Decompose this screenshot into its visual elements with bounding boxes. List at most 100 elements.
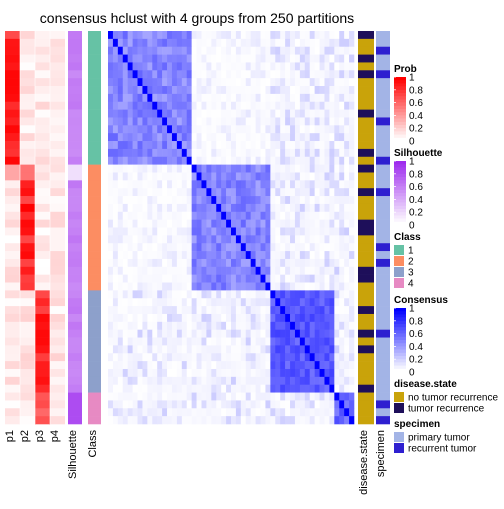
- consensus-cell: [186, 54, 192, 63]
- consensus-cell: [290, 243, 296, 252]
- consensus-cell: [250, 274, 256, 283]
- consensus-cell: [314, 38, 320, 48]
- consensus-cell: [196, 93, 202, 103]
- consensus-cell: [117, 101, 124, 110]
- consensus-cell: [240, 62, 247, 71]
- consensus-cell: [299, 313, 306, 323]
- consensus-cell: [157, 78, 163, 87]
- consensus-cell: [275, 227, 281, 236]
- consensus-cell: [349, 125, 355, 134]
- specimen-cell: [376, 109, 390, 118]
- consensus-cell: [231, 125, 237, 134]
- consensus-cell: [191, 408, 197, 417]
- consensus-cell: [122, 180, 128, 189]
- prob-cell: [35, 172, 50, 181]
- consensus-cell: [235, 86, 242, 95]
- consensus-cell: [127, 368, 133, 378]
- consensus-cell: [181, 101, 188, 110]
- consensus-cell: [157, 384, 163, 393]
- consensus-cell: [132, 243, 138, 252]
- consensus-cell: [349, 384, 355, 393]
- consensus-cell: [304, 219, 311, 228]
- disease-state-cell: [358, 329, 374, 338]
- disease-state-cell: [358, 109, 374, 118]
- consensus-cell: [157, 70, 163, 79]
- consensus-cell: [231, 227, 237, 236]
- consensus-cell: [112, 31, 119, 40]
- consensus-cell: [245, 203, 251, 213]
- consensus-cell: [280, 243, 286, 252]
- consensus-cell: [147, 321, 153, 330]
- consensus-cell: [299, 188, 306, 197]
- consensus-cell: [211, 227, 217, 236]
- consensus-cell: [255, 243, 261, 252]
- prob-cell: [20, 282, 35, 291]
- consensus-cell: [162, 38, 168, 48]
- consensus-cell: [250, 290, 256, 299]
- consensus-cell: [280, 258, 286, 268]
- consensus-cell: [255, 321, 261, 330]
- consensus-cell: [181, 266, 188, 275]
- consensus-cell: [304, 384, 311, 393]
- consensus-cell: [270, 251, 276, 260]
- consensus-cell: [255, 172, 261, 181]
- consensus-cell: [334, 148, 340, 158]
- consensus-cell: [290, 70, 296, 79]
- consensus-cell: [201, 219, 207, 228]
- consensus-cell: [108, 148, 114, 158]
- consensus-cell: [196, 266, 202, 275]
- consensus-cell: [285, 258, 291, 268]
- consensus-cell: [127, 337, 133, 346]
- consensus-cell: [127, 376, 133, 385]
- consensus-cell: [196, 101, 202, 110]
- consensus-cell: [270, 93, 276, 103]
- consensus-cell: [294, 235, 301, 244]
- class-cell: [88, 368, 101, 378]
- consensus-cell: [349, 361, 355, 370]
- consensus-cell: [294, 353, 301, 362]
- consensus-cell: [206, 321, 212, 330]
- consensus-cell: [270, 361, 276, 370]
- consensus-cell: [117, 46, 124, 55]
- consensus-cell: [137, 46, 143, 55]
- consensus-cell: [216, 306, 222, 315]
- consensus-cell: [265, 368, 271, 378]
- silhouette-cell: [68, 251, 82, 260]
- consensus-cell: [304, 243, 311, 252]
- consensus-cell: [245, 298, 251, 307]
- consensus-cell: [309, 180, 315, 189]
- legend-gradient-step: [394, 134, 406, 139]
- consensus-cell: [157, 148, 163, 158]
- consensus-cell: [117, 321, 124, 330]
- consensus-cell: [260, 298, 266, 307]
- consensus-cell: [334, 353, 340, 362]
- consensus-cell: [285, 148, 291, 158]
- consensus-cell: [206, 211, 212, 220]
- consensus-cell: [334, 384, 340, 393]
- consensus-cell: [270, 376, 276, 385]
- consensus-cell: [162, 368, 168, 378]
- consensus-cell: [211, 345, 217, 354]
- consensus-cell: [211, 258, 217, 268]
- consensus-cell: [112, 78, 119, 87]
- consensus-cell: [290, 353, 296, 362]
- prob-cell: [50, 416, 65, 425]
- consensus-cell: [285, 329, 291, 338]
- disease-state-cell: [358, 251, 374, 260]
- consensus-cell: [137, 266, 143, 275]
- consensus-cell: [176, 172, 183, 181]
- consensus-cell: [211, 274, 217, 283]
- consensus-cell: [299, 306, 306, 315]
- consensus-cell: [324, 243, 330, 252]
- consensus-cell: [349, 164, 355, 173]
- consensus-cell: [319, 31, 325, 40]
- class-cell: [88, 290, 101, 299]
- consensus-cell: [265, 329, 271, 338]
- consensus-cell: [349, 408, 355, 417]
- legend-gradient-step: [394, 118, 406, 123]
- legend-gradient-step: [394, 359, 406, 363]
- consensus-cell: [221, 290, 227, 299]
- consensus-cell: [285, 141, 291, 150]
- consensus-cell: [280, 196, 286, 205]
- prob-cell: [20, 416, 35, 425]
